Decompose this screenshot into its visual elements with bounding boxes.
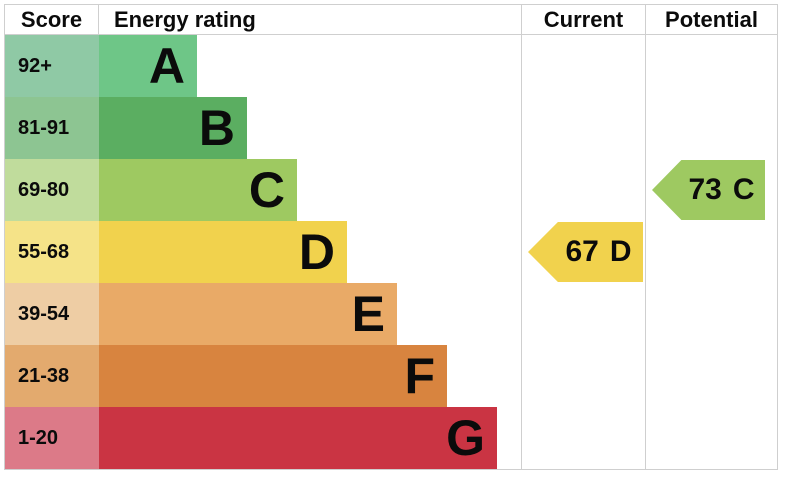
- band-row-e: 39-54 E: [5, 283, 777, 345]
- score-range-e: 39-54: [5, 283, 99, 345]
- band-row-g: 1-20 G: [5, 407, 777, 469]
- header-potential: Potential: [665, 6, 758, 32]
- rating-bar-e: E: [99, 283, 397, 345]
- rating-bar-b: B: [99, 97, 247, 159]
- band-row-d: 55-68 D: [5, 221, 777, 283]
- header-underline: [5, 34, 777, 35]
- rating-bar-f: F: [99, 345, 447, 407]
- header-current: Current: [543, 6, 624, 32]
- rating-bar-d: D: [99, 221, 347, 283]
- header-energy-rating: Energy rating: [114, 6, 256, 32]
- rating-bands: 92+ A 81-91 B 69-80 C 55-68 D 39-54 E 21…: [5, 35, 777, 469]
- potential-column-divider: [645, 5, 646, 469]
- rating-bar-c: C: [99, 159, 297, 221]
- rating-bar-g: G: [99, 407, 497, 469]
- current-rating-letter: D: [609, 235, 632, 268]
- band-row-b: 81-91 B: [5, 97, 777, 159]
- band-row-c: 69-80 C: [5, 159, 777, 221]
- score-range-c: 69-80: [5, 159, 99, 221]
- potential-rating-value: 73: [688, 173, 722, 206]
- rating-table: Score Energy rating Current Potential 92…: [4, 4, 778, 470]
- band-row-f: 21-38 F: [5, 345, 777, 407]
- rating-bar-a: A: [99, 35, 197, 97]
- score-range-b: 81-91: [5, 97, 99, 159]
- band-row-a: 92+ A: [5, 35, 777, 97]
- current-rating-value: 67: [565, 235, 599, 268]
- header-score: Score: [5, 5, 99, 34]
- score-range-g: 1-20: [5, 407, 99, 469]
- score-range-a: 92+: [5, 35, 99, 97]
- current-column-divider: [521, 5, 522, 469]
- score-range-d: 55-68: [5, 221, 99, 283]
- score-range-f: 21-38: [5, 345, 99, 407]
- potential-rating-letter: C: [732, 173, 755, 206]
